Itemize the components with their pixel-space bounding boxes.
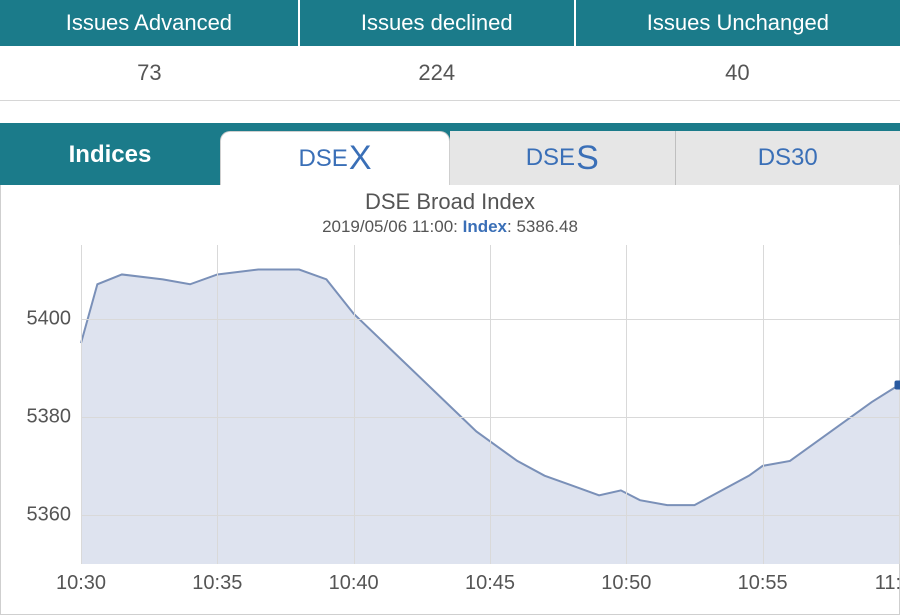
chart-sub-index-value: 5386.48 — [516, 217, 577, 236]
tab-dsex-suffix: X — [349, 139, 372, 178]
issues-value-advanced: 73 — [0, 46, 299, 101]
x-gridline — [626, 245, 627, 564]
issues-value-declined: 224 — [299, 46, 575, 101]
x-axis-label: 10:30 — [56, 564, 106, 595]
x-axis-label: 10:45 — [465, 564, 515, 595]
y-axis-label: 5360 — [27, 503, 82, 526]
y-axis-label: 5400 — [27, 307, 82, 330]
issues-value-unchanged: 40 — [575, 46, 900, 101]
x-gridline — [763, 245, 764, 564]
issues-header-advanced: Issues Advanced — [0, 0, 299, 46]
x-axis-label: 10:40 — [329, 564, 379, 595]
series-end-marker — [895, 380, 900, 389]
tab-indices-label: Indices — [69, 141, 152, 169]
issues-header-declined: Issues declined — [299, 0, 575, 46]
tab-dsex[interactable]: DSEX — [220, 131, 450, 185]
chart-sub-datetime: 2019/05/06 11:00: — [322, 217, 458, 236]
x-gridline — [81, 245, 82, 564]
issues-header-unchanged: Issues Unchanged — [575, 0, 900, 46]
tab-dses-prefix: DSE — [526, 144, 575, 172]
y-axis-label: 5380 — [27, 405, 82, 428]
x-axis-label: 10:50 — [601, 564, 651, 595]
tab-dses-suffix: S — [576, 139, 599, 178]
chart-title: DSE Broad Index — [1, 189, 899, 215]
tab-indices[interactable]: Indices — [0, 125, 220, 185]
x-gridline — [217, 245, 218, 564]
x-axis-label: 10:55 — [738, 564, 788, 595]
tab-dsex-prefix: DSE — [298, 145, 347, 173]
tab-dses[interactable]: DSES — [450, 131, 676, 185]
tabs-bar: Indices DSEX DSES DS30 — [0, 123, 900, 185]
issues-table: Issues Advanced Issues declined Issues U… — [0, 0, 900, 101]
chart-area: DSE Broad Index 2019/05/06 11:00: Index:… — [0, 185, 900, 615]
tab-ds30-prefix: DS30 — [758, 144, 818, 172]
x-axis-label: 10:35 — [192, 564, 242, 595]
x-gridline — [354, 245, 355, 564]
x-axis-label: 11:00 — [875, 564, 900, 595]
tab-ds30[interactable]: DS30 — [676, 131, 900, 185]
x-gridline — [490, 245, 491, 564]
chart-plot: 53605380540010:3010:3510:4010:4510:5010:… — [81, 245, 899, 564]
chart-sub-index-label: Index — [463, 217, 507, 236]
chart-subtitle: 2019/05/06 11:00: Index: 5386.48 — [1, 217, 899, 237]
